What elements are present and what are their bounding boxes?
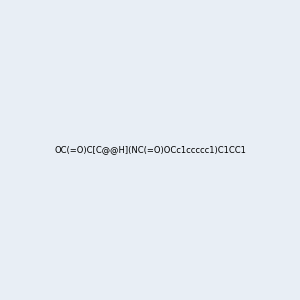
Text: OC(=O)C[C@@H](NC(=O)OCc1ccccc1)C1CC1: OC(=O)C[C@@H](NC(=O)OCc1ccccc1)C1CC1 xyxy=(54,146,246,154)
